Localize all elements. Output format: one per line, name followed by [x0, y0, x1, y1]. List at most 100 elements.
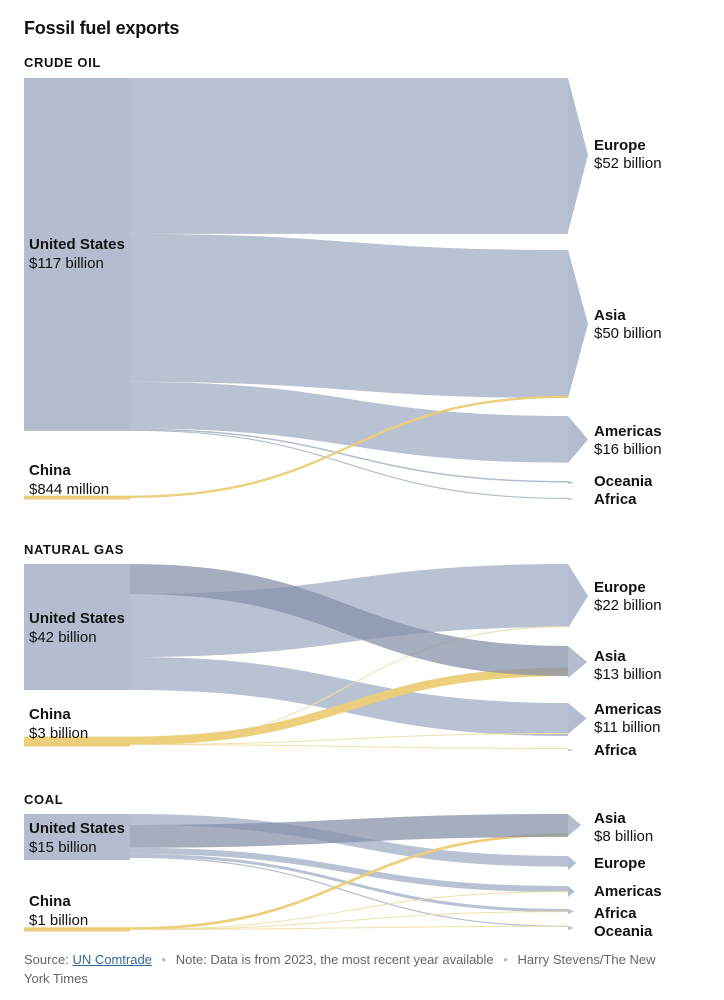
- source-label-crude-oil-china: China $844 million: [29, 461, 131, 499]
- node-coal-united-states: [24, 814, 130, 860]
- target-value: $13 billion: [594, 666, 662, 683]
- target-value: $52 billion: [594, 155, 662, 172]
- flow-crude-oil-us-europe: [130, 78, 568, 234]
- target-value: $16 billion: [594, 441, 662, 458]
- target-arrow-natural-gas-africa: [568, 749, 574, 751]
- target-name: Africa: [594, 742, 637, 759]
- target-value: $8 billion: [594, 828, 654, 845]
- flow-natural-gas-china-africa: [24, 744, 569, 749]
- flow-coal-china-asia: [24, 833, 569, 930]
- target-label-natural-gas-americas: Americas $11 billion: [594, 701, 720, 737]
- source-name: China: [29, 706, 71, 723]
- target-label-crude-oil-americas: Americas $16 billion: [594, 423, 720, 459]
- target-label-coal-americas: Americas: [594, 883, 720, 901]
- flow-coal-china-americas: [24, 891, 569, 930]
- target-name: Oceania: [594, 473, 653, 490]
- target-arrow-coal-europe: [568, 856, 577, 870]
- source-name: United States: [29, 820, 125, 837]
- target-arrow-coal-africa: [568, 909, 574, 914]
- target-label-crude-oil-africa: Africa: [594, 491, 720, 509]
- target-arrow-crude-oil-africa: [568, 498, 574, 500]
- flow-natural-gas-china-asia: [24, 667, 569, 745]
- target-label-coal-africa: Africa: [594, 905, 720, 923]
- target-name: Americas: [594, 701, 662, 718]
- target-value: $11 billion: [594, 719, 661, 736]
- section-label-coal: COAL: [24, 792, 64, 807]
- footer-separator: •: [503, 952, 508, 967]
- target-name: Europe: [594, 855, 646, 872]
- target-arrow-coal-oceania: [568, 926, 574, 930]
- flow-coal-us-asia: [130, 814, 568, 848]
- source-value: $15 billion: [29, 839, 97, 856]
- target-label-natural-gas-africa: Africa: [594, 742, 720, 760]
- footer-separator: •: [161, 952, 167, 967]
- flow-crude-oil-us-asia: [130, 233, 568, 399]
- target-arrow-crude-oil-americas: [568, 416, 588, 463]
- source-label-natural-gas-china: China $3 billion: [29, 705, 131, 743]
- source-value: $844 million: [29, 481, 110, 498]
- node-crude-oil-china: [24, 496, 130, 500]
- source-name: China: [29, 462, 71, 479]
- source-value: $42 billion: [29, 629, 97, 646]
- footer-credit: Harry Stevens/The New York Times: [24, 952, 656, 986]
- target-label-crude-oil-oceania: Oceania: [594, 473, 720, 491]
- source-label-natural-gas-united-states: United States $42 billion: [29, 609, 131, 647]
- flow-crude-oil-us-africa: [24, 429, 569, 499]
- node-natural-gas-china: [24, 743, 130, 747]
- node-natural-gas-united-states: [24, 564, 130, 690]
- target-name: Asia: [594, 307, 626, 324]
- footer-note: Note: Data is from 2023, the most recent…: [175, 952, 494, 967]
- target-name: Africa: [594, 905, 637, 922]
- source-name: China: [29, 893, 71, 910]
- target-arrow-natural-gas-europe: [568, 564, 588, 628]
- source-label-coal-united-states: United States $15 billion: [29, 819, 131, 857]
- node-crude-oil-united-states: [24, 78, 130, 430]
- source-name: United States: [29, 236, 125, 253]
- sankey-chart: [24, 78, 588, 932]
- target-name: Oceania: [594, 923, 653, 940]
- flow-coal-us-americas: [130, 847, 568, 893]
- target-label-natural-gas-europe: Europe $22 billion: [594, 579, 720, 615]
- target-label-crude-oil-europe: Europe $52 billion: [594, 137, 720, 173]
- flow-crude-oil-us-americas: [130, 381, 568, 463]
- target-arrow-crude-oil-asia: [568, 250, 588, 398]
- target-name: Europe: [594, 579, 646, 596]
- node-coal-china: [24, 928, 130, 932]
- target-label-coal-asia: Asia $8 billion: [594, 810, 720, 846]
- source-label-coal-china: China $1 billion: [29, 892, 131, 930]
- target-value: $22 billion: [594, 597, 662, 614]
- source-link[interactable]: UN Comtrade: [72, 952, 152, 967]
- target-name: Americas: [594, 883, 662, 900]
- section-label-crude-oil: CRUDE OIL: [24, 55, 101, 70]
- flow-natural-gas-us-asia: [130, 564, 568, 676]
- source-value: $117 billion: [29, 255, 104, 272]
- target-label-natural-gas-asia: Asia $13 billion: [594, 648, 720, 684]
- flow-natural-gas-us-americas: [130, 657, 568, 736]
- flow-crude-oil-us-oceania: [24, 428, 569, 483]
- flows-layer: [24, 78, 569, 930]
- flow-coal-china-oceania: [24, 925, 569, 930]
- target-arrow-coal-americas: [568, 886, 575, 897]
- target-label-crude-oil-asia: Asia $50 billion: [594, 307, 720, 343]
- target-arrow-natural-gas-asia: [568, 646, 588, 678]
- target-value: $50 billion: [594, 325, 662, 342]
- source-name: United States: [29, 610, 125, 627]
- target-arrow-natural-gas-americas: [568, 703, 587, 734]
- target-name: Asia: [594, 810, 626, 827]
- source-value: $3 billion: [29, 725, 89, 742]
- source-value: $1 billion: [29, 912, 89, 929]
- target-name: Europe: [594, 137, 646, 154]
- target-arrow-coal-asia: [568, 814, 582, 836]
- footer-source-prefix: Source:: [24, 952, 69, 967]
- target-label-coal-oceania: Oceania: [594, 923, 720, 941]
- section-label-natural-gas: NATURAL GAS: [24, 542, 125, 557]
- chart-footer: Source: UN Comtrade • Note: Data is from…: [24, 950, 684, 988]
- target-name: Asia: [594, 648, 626, 665]
- target-name: Americas: [594, 423, 662, 440]
- target-label-coal-europe: Europe: [594, 855, 720, 873]
- nodes-layer: [24, 78, 588, 932]
- target-arrow-crude-oil-europe: [568, 78, 588, 232]
- target-arrow-crude-oil-oceania: [568, 481, 574, 484]
- chart-title: Fossil fuel exports: [24, 18, 180, 38]
- flow-crude-oil-china-asia: [24, 395, 569, 499]
